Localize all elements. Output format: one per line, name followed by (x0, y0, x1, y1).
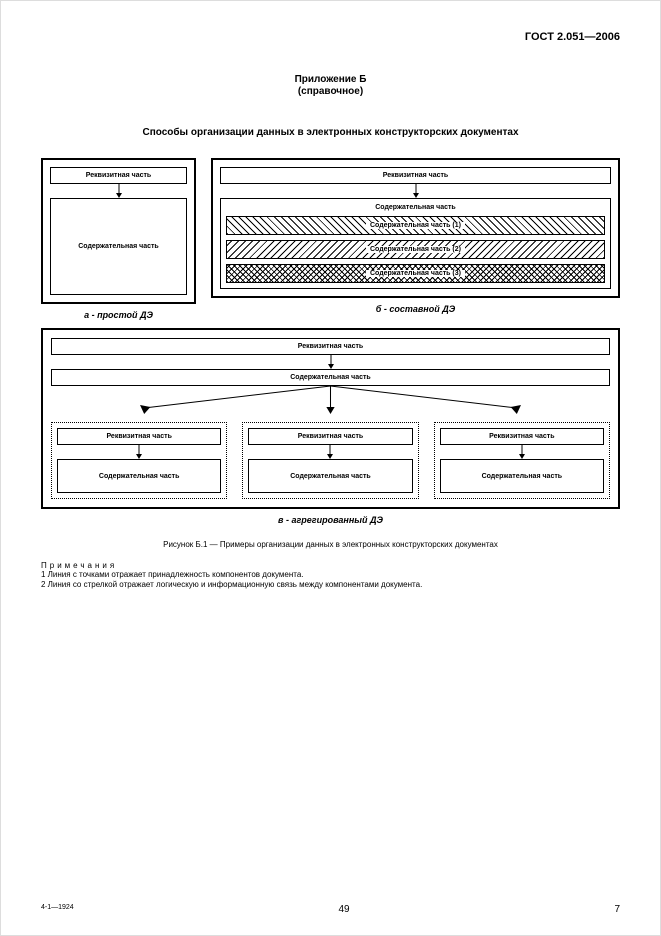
section-title: Способы организации данных в электронных… (41, 127, 620, 138)
diagram-c-sub-row: Реквизитная часть Содержательная часть Р… (51, 422, 610, 499)
sub-req-box: Реквизитная часть (57, 428, 221, 445)
arrow-down-icon (220, 184, 611, 198)
diagram-a-req-box: Реквизитная часть (50, 167, 187, 184)
sub-req-box: Реквизитная часть (440, 428, 604, 445)
arrow-down-icon (440, 445, 604, 459)
diagram-b-part1: Содержательная часть (1) (226, 216, 605, 235)
diagram-c-content-box: Содержательная часть (51, 369, 610, 386)
diagram-b-req-box: Реквизитная часть (220, 167, 611, 184)
footer-page-center: 49 (74, 904, 615, 915)
diagram-c-caption: в - агрегированный ДЭ (41, 515, 620, 525)
arrow-down-icon (248, 445, 412, 459)
arrow-down-icon (50, 184, 187, 198)
diagram-b-caption: б - составной ДЭ (211, 304, 620, 314)
diagram-c-sub-3: Реквизитная часть Содержательная часть (434, 422, 610, 499)
footer-left: 4-1—1924 (41, 904, 74, 915)
figure-caption: Рисунок Б.1 — Примеры организации данных… (41, 540, 620, 549)
diagram-b-part2: Содержательная часть (2) (226, 240, 605, 259)
diagram-c: Реквизитная часть Содержательная часть Р… (41, 328, 620, 525)
diagram-c-outer: Реквизитная часть Содержательная часть Р… (41, 328, 620, 509)
diagram-b-part3: Содержательная часть (3) (226, 264, 605, 283)
diagram-a-outer: Реквизитная часть Содержательная часть (41, 158, 196, 304)
diagram-a-caption: а - простой ДЭ (41, 310, 196, 320)
arrow-down-icon (51, 355, 610, 369)
page: ГОСТ 2.051—2006 Приложение Б (справочное… (0, 0, 661, 936)
notes-line-1: 1 Линия с точками отражает принадлежност… (41, 570, 620, 580)
document-number: ГОСТ 2.051—2006 (41, 31, 620, 43)
diagram-b-content-label: Содержательная часть (226, 204, 605, 211)
sub-content-box: Содержательная часть (248, 459, 412, 493)
diagrams-row-top: Реквизитная часть Содержательная часть а… (41, 158, 620, 320)
diagram-b-content-wrap: Содержательная часть Содержательная част… (220, 198, 611, 289)
sub-content-box: Содержательная часть (57, 459, 221, 493)
sub-req-box: Реквизитная часть (248, 428, 412, 445)
diagram-c-req-box: Реквизитная часть (51, 338, 610, 355)
appendix-subtitle: (справочное) (41, 86, 620, 97)
diagram-c-sub-1: Реквизитная часть Содержательная часть (51, 422, 227, 499)
diagram-c-sub-2: Реквизитная часть Содержательная часть (242, 422, 418, 499)
notes-title: Примечания (41, 561, 620, 570)
diagram-b: Реквизитная часть Содержательная часть С… (211, 158, 620, 314)
appendix-title: Приложение Б (41, 73, 620, 86)
diagram-a-content-box: Содержательная часть (50, 198, 187, 295)
page-footer: 4-1—1924 49 7 (41, 904, 620, 915)
diagram-b-outer: Реквизитная часть Содержательная часть С… (211, 158, 620, 298)
sub-content-box: Содержательная часть (440, 459, 604, 493)
diagram-a: Реквизитная часть Содержательная часть а… (41, 158, 196, 320)
diagram-c-arrows (51, 386, 610, 414)
arrow-down-icon (57, 445, 221, 459)
footer-page-right: 7 (614, 904, 620, 915)
notes-line-2: 2 Линия со стрелкой отражает логическую … (41, 580, 620, 590)
